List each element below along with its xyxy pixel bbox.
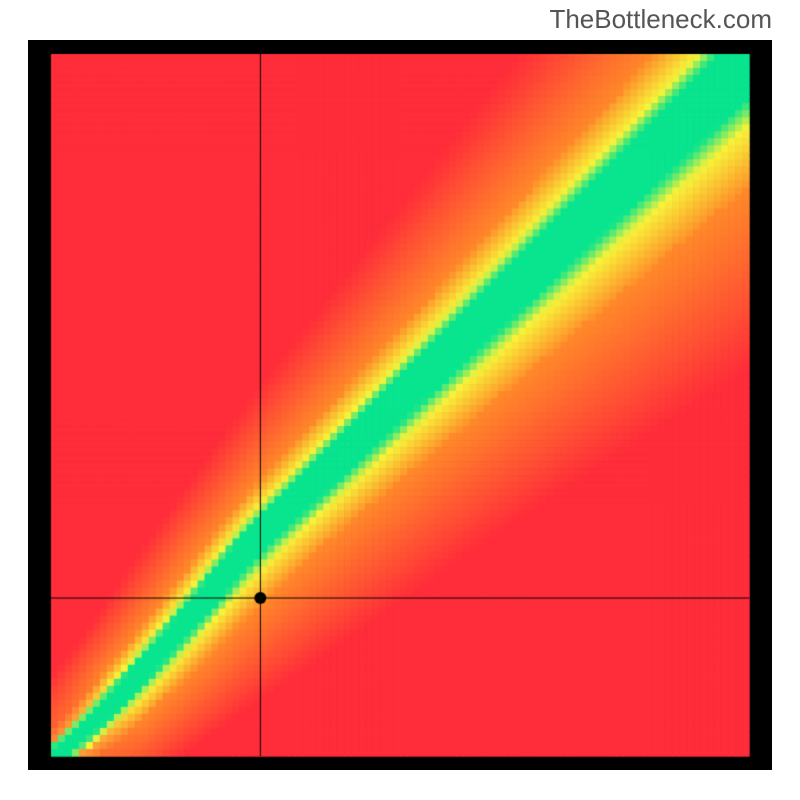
page-container: TheBottleneck.com <box>0 0 800 800</box>
bottleneck-heatmap <box>28 40 772 770</box>
plot-frame <box>28 40 772 770</box>
watermark-text: TheBottleneck.com <box>549 4 772 35</box>
